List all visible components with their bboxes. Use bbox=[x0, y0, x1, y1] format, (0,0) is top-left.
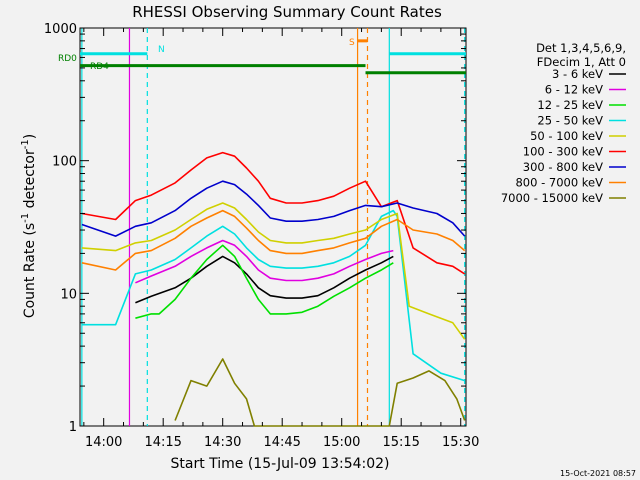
y-tick-label: 100 bbox=[52, 155, 77, 170]
x-tick-label: 15:00 bbox=[323, 435, 360, 450]
y-axis: 1 10 100 1000 bbox=[44, 22, 466, 435]
y-axis-label-part: Count Rate (s bbox=[22, 223, 38, 318]
series-line bbox=[81, 209, 465, 382]
plot-content: RD0 RD4 N S bbox=[58, 28, 466, 427]
y-tick-label: 1000 bbox=[44, 22, 77, 37]
legend-label: 100 - 300 keV bbox=[523, 145, 603, 159]
x-axis-label: Start Time (15-Jul-09 13:54:02) bbox=[170, 456, 389, 472]
timestamp: 15-Oct-2021 08:57 bbox=[560, 469, 636, 478]
series-line bbox=[81, 180, 466, 237]
legend-label: 300 - 800 keV bbox=[523, 160, 603, 174]
series-line bbox=[135, 255, 394, 304]
chart-title: RHESSI Observing Summary Count Rates bbox=[132, 3, 442, 21]
legend-label: 800 - 7000 keV bbox=[515, 176, 603, 190]
flag-label: RD4 bbox=[90, 62, 109, 72]
series-line bbox=[81, 151, 466, 275]
x-tick-label: 14:00 bbox=[85, 435, 122, 450]
legend-label: 7000 - 15000 keV bbox=[501, 191, 603, 205]
y-tick-label: 1 bbox=[69, 420, 77, 435]
series-line bbox=[81, 202, 466, 340]
y-axis-label-part: detector bbox=[22, 149, 38, 213]
x-axis: 14:00 14:15 14:30 14:45 15:00 15:15 15:30 bbox=[83, 28, 479, 450]
series-line bbox=[135, 239, 394, 284]
y-tick-label: 10 bbox=[60, 287, 77, 302]
legend-label: 6 - 12 keV bbox=[545, 83, 603, 97]
x-tick-label: 14:15 bbox=[144, 435, 181, 450]
flag-label: S bbox=[349, 38, 355, 48]
x-tick-label: 15:15 bbox=[382, 435, 419, 450]
legend-header: FDecim 1, Att 0 bbox=[537, 55, 626, 69]
flag-label: RD0 bbox=[58, 54, 77, 64]
x-tick-label: 14:45 bbox=[263, 435, 300, 450]
legend-label: 3 - 6 keV bbox=[552, 67, 603, 81]
legend-label: 12 - 25 keV bbox=[537, 98, 603, 112]
y-axis-label-exponent: -1 bbox=[20, 139, 31, 149]
series-line bbox=[81, 209, 466, 271]
x-tick-label: 14:30 bbox=[204, 435, 241, 450]
legend-label: 25 - 50 keV bbox=[537, 114, 603, 128]
y-axis-label-exponent: -1 bbox=[20, 213, 31, 223]
legend-header: Det 1,3,4,5,6,9, bbox=[536, 41, 626, 55]
legend-label: 50 - 100 keV bbox=[530, 129, 603, 143]
series-line bbox=[174, 358, 466, 427]
y-axis-label: Count Rate (s-1 detector-1) bbox=[20, 134, 38, 318]
y-axis-label-part: ) bbox=[22, 134, 38, 139]
legend: Det 1,3,4,5,6,9, FDecim 1, Att 0 3 - 6 k… bbox=[501, 41, 626, 205]
series-line bbox=[135, 244, 394, 319]
x-tick-label: 15:30 bbox=[442, 435, 479, 450]
flag-label: N bbox=[158, 45, 165, 55]
